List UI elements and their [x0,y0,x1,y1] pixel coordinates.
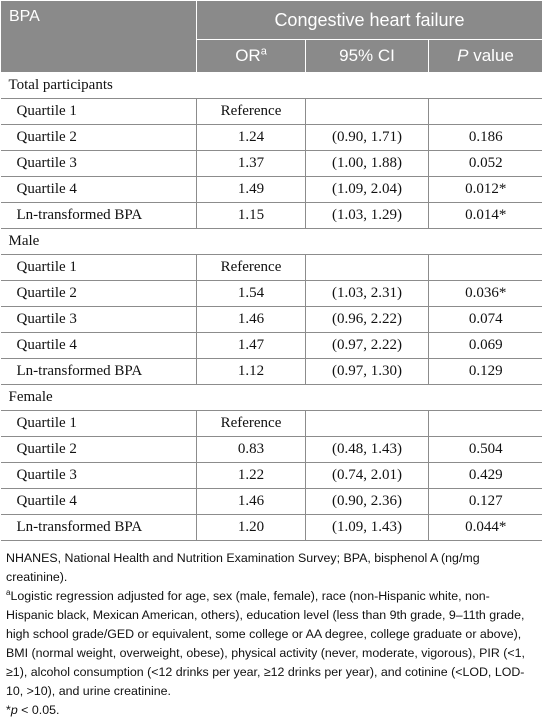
section-row: Total participants [1,73,542,99]
col-ci-header: 95% CI [306,40,429,73]
odds-ratio-cell: 1.46 [197,489,306,515]
confidence-interval-cell: (0.90, 2.36) [306,489,429,515]
footnote-abbreviations: NHANES, National Health and Nutrition Ex… [6,549,536,587]
row-label: Quartile 3 [1,463,197,489]
row-label: Quartile 4 [1,177,197,203]
row-label: Ln-transformed BPA [1,515,197,541]
p-value-cell: 0.044* [429,515,542,541]
footnote-significance: *p < 0.05. [6,701,536,720]
row-label: Quartile 1 [1,99,197,125]
confidence-interval-cell: (1.03, 1.29) [306,203,429,229]
odds-ratio-cell: 0.83 [197,437,306,463]
confidence-interval-cell: (0.97, 1.30) [306,359,429,385]
p-value-cell: 0.012* [429,177,542,203]
p-value-cell: 0.129 [429,359,542,385]
row-label: Quartile 1 [1,411,197,437]
p-value-cell: 0.069 [429,333,542,359]
row-label: Quartile 3 [1,307,197,333]
confidence-interval-cell: (1.09, 1.43) [306,515,429,541]
row-label: Quartile 2 [1,281,197,307]
section-row: Male [1,229,542,255]
odds-ratio-cell: Reference [197,255,306,281]
odds-ratio-cell: 1.37 [197,151,306,177]
confidence-interval-cell: (0.48, 1.43) [306,437,429,463]
p-value-cell: 0.014* [429,203,542,229]
section-row: Female [1,385,542,411]
odds-ratio-cell: 1.49 [197,177,306,203]
row-label: Quartile 3 [1,151,197,177]
p-value-cell: 0.186 [429,125,542,151]
odds-ratio-cell: 1.47 [197,333,306,359]
odds-ratio-cell: 1.22 [197,463,306,489]
results-table: BPA Congestive heart failure ORa 95% CI … [0,0,542,541]
confidence-interval-cell: (1.00, 1.88) [306,151,429,177]
p-value-cell: 0.074 [429,307,542,333]
col-p-header: P value [429,40,542,73]
confidence-interval-cell: (0.96, 2.22) [306,307,429,333]
p-value-cell: 0.504 [429,437,542,463]
odds-ratio-cell: 1.15 [197,203,306,229]
confidence-interval-cell: (0.74, 2.01) [306,463,429,489]
odds-ratio-cell: 1.20 [197,515,306,541]
footnote-a: aLogistic regression adjusted for age, s… [6,587,536,701]
row-label: Quartile 1 [1,255,197,281]
confidence-interval-cell: (1.03, 2.31) [306,281,429,307]
confidence-interval-cell [306,99,429,125]
table-footnotes: NHANES, National Health and Nutrition Ex… [0,541,542,720]
odds-ratio-cell: 1.24 [197,125,306,151]
confidence-interval-cell: (0.97, 2.22) [306,333,429,359]
section-title: Total participants [1,73,542,99]
row-label: Quartile 4 [1,489,197,515]
p-value-cell [429,411,542,437]
p-value-cell [429,255,542,281]
row-label: Quartile 2 [1,125,197,151]
odds-ratio-cell: Reference [197,411,306,437]
row-label: Quartile 2 [1,437,197,463]
p-value-cell: 0.052 [429,151,542,177]
odds-ratio-cell: Reference [197,99,306,125]
p-value-cell: 0.127 [429,489,542,515]
group-header: Congestive heart failure [197,1,542,40]
confidence-interval-cell: (1.09, 2.04) [306,177,429,203]
col-or-header: ORa [197,40,306,73]
row-label: Ln-transformed BPA [1,203,197,229]
odds-ratio-cell: 1.46 [197,307,306,333]
odds-ratio-cell: 1.54 [197,281,306,307]
confidence-interval-cell [306,255,429,281]
section-title: Female [1,385,542,411]
odds-ratio-cell: 1.12 [197,359,306,385]
confidence-interval-cell [306,411,429,437]
p-value-cell: 0.429 [429,463,542,489]
row-label: Ln-transformed BPA [1,359,197,385]
confidence-interval-cell: (0.90, 1.71) [306,125,429,151]
corner-header: BPA [1,1,197,73]
section-title: Male [1,229,542,255]
row-label: Quartile 4 [1,333,197,359]
p-value-cell [429,99,542,125]
p-value-cell: 0.036* [429,281,542,307]
